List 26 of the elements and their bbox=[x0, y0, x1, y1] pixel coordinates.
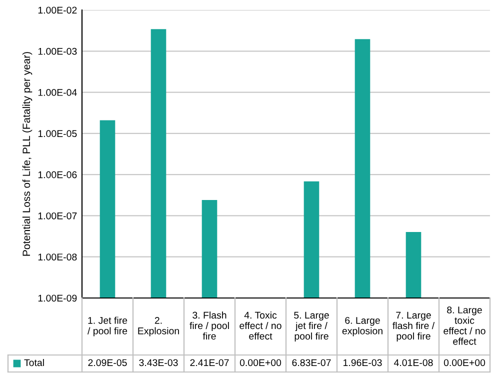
x-tick-label: 5. Large jet fire / pool fire bbox=[294, 312, 329, 342]
x-tick-label: 6. Large explosion bbox=[342, 316, 382, 336]
data-label: 4.01E-08 bbox=[394, 359, 433, 366]
y-tick-label: 1.00E-02 bbox=[38, 6, 77, 14]
x-tick-label: 1. Jet fire / pool fire bbox=[88, 316, 128, 336]
y-tick-label: 1.00E-06 bbox=[38, 171, 77, 178]
data-label: 2.41E-07 bbox=[190, 359, 229, 366]
text: 0.00E+00 bbox=[240, 359, 282, 366]
data-label: 2.09E-05 bbox=[88, 359, 127, 366]
y-tick-label: 1.00E-08 bbox=[38, 254, 77, 260]
data-label: 1.96E-03 bbox=[344, 359, 382, 366]
x-tick-label: 7. Large flash fire / pool fire bbox=[392, 312, 435, 342]
x-tick-label: 3. Flash fire / pool fire bbox=[190, 311, 229, 340]
y-tick-label: 1.00E-09 bbox=[38, 294, 77, 302]
x-tick-label: 8. Large toxic effect / no effect bbox=[444, 306, 486, 345]
legend-label: Total bbox=[24, 358, 44, 366]
y-axis-title: Potential Loss of Life, PLL (Fatality per year) bbox=[22, 52, 32, 256]
y-tick-label: 1.00E-05 bbox=[38, 130, 77, 138]
data-label: 6.83E-07 bbox=[292, 359, 331, 366]
x-tick-label: 4. Toxic effect / no effect bbox=[240, 311, 282, 340]
y-tick-label: 1.00E-07 bbox=[38, 212, 77, 220]
y-tick-label: 1.00E-04 bbox=[38, 89, 77, 96]
x-tick-label: 2. Explosion bbox=[138, 316, 179, 336]
data-label: 3.43E-03 bbox=[139, 359, 178, 366]
y-tick-label: 1.00E-03 bbox=[38, 48, 77, 55]
text: 0.00E+00 bbox=[444, 359, 486, 366]
